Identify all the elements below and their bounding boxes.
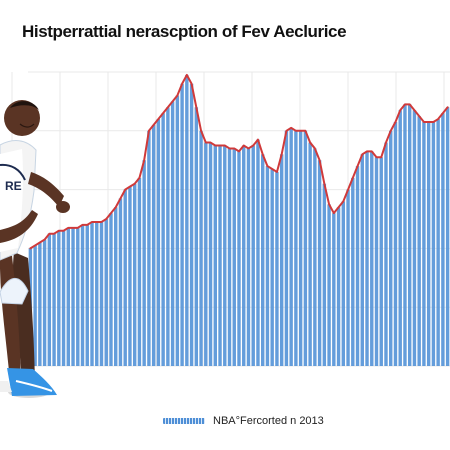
bar <box>95 221 99 366</box>
bar <box>265 166 270 366</box>
bar <box>189 83 194 366</box>
bar <box>99 221 104 366</box>
bar <box>213 145 217 366</box>
bar <box>393 121 398 366</box>
bar <box>332 213 336 366</box>
bar <box>398 110 402 366</box>
bar <box>370 151 374 366</box>
bar <box>237 151 241 366</box>
svg-text:RE: RE <box>5 179 22 193</box>
bar <box>194 107 199 366</box>
bar <box>85 224 89 366</box>
bar <box>417 116 421 366</box>
bar <box>109 213 113 366</box>
bar <box>118 198 123 366</box>
bar <box>38 242 42 366</box>
bar <box>204 142 208 366</box>
bar <box>341 201 346 366</box>
bar <box>218 145 222 366</box>
bar <box>232 148 236 366</box>
bar <box>142 160 146 366</box>
bar <box>180 83 184 366</box>
bar <box>80 224 85 366</box>
bar <box>66 227 71 366</box>
bar <box>426 121 431 366</box>
bar <box>422 121 426 366</box>
bar <box>298 130 303 366</box>
bar <box>365 151 369 366</box>
bar <box>199 130 203 366</box>
bar <box>132 183 137 366</box>
bar <box>294 130 298 366</box>
bar <box>223 145 227 366</box>
bar <box>270 169 274 366</box>
legend-swatch <box>163 418 205 424</box>
bar <box>436 119 440 366</box>
bar <box>389 130 393 366</box>
chart-legend: NBA°Fercorted n 2013 <box>163 413 324 429</box>
bar <box>445 107 450 366</box>
bar <box>313 148 317 366</box>
bar <box>336 207 341 366</box>
bar <box>351 177 355 366</box>
bar <box>90 221 94 366</box>
bar <box>61 230 66 366</box>
bar <box>166 107 170 366</box>
bar <box>403 104 407 366</box>
bar <box>407 104 412 366</box>
legend-label: NBA°Fercorted n 2013 <box>213 415 324 427</box>
chart-title: Histperrattial nerascption of Fev Aeclur… <box>22 22 347 41</box>
bar <box>208 142 213 366</box>
bar <box>317 160 322 366</box>
bar <box>128 186 132 366</box>
chart-bars <box>28 74 450 367</box>
bar <box>246 148 251 366</box>
bar <box>104 219 108 366</box>
bar <box>275 171 279 366</box>
bar <box>57 230 61 366</box>
bar <box>76 227 80 366</box>
bar <box>289 127 293 366</box>
bar <box>137 177 142 366</box>
bar <box>360 154 364 366</box>
bar <box>346 189 350 366</box>
bar <box>441 113 445 366</box>
bar <box>151 124 156 366</box>
bar <box>123 189 127 366</box>
bar <box>71 227 75 366</box>
bar <box>251 145 255 366</box>
series-line <box>29 73 449 250</box>
bar <box>227 148 232 366</box>
bar <box>33 245 37 366</box>
bar <box>327 204 331 366</box>
bar <box>261 154 265 366</box>
bar <box>279 154 284 366</box>
bar <box>284 130 289 366</box>
bar <box>47 233 52 366</box>
bar <box>374 157 379 366</box>
bar <box>431 121 436 366</box>
bar <box>147 130 151 366</box>
bar <box>242 145 246 366</box>
bar <box>156 119 161 366</box>
bar <box>256 139 260 366</box>
bar <box>379 157 383 366</box>
bar <box>161 113 165 366</box>
bar <box>308 142 312 366</box>
bar <box>355 166 360 366</box>
bar <box>175 95 180 367</box>
bar <box>303 130 308 366</box>
bar <box>322 183 327 366</box>
bar <box>114 207 118 366</box>
bar <box>42 239 47 366</box>
bar <box>52 233 56 366</box>
chart-line <box>29 73 449 250</box>
bar <box>170 101 175 367</box>
basketball-player-photo: RE <box>0 100 70 398</box>
bar <box>185 74 189 366</box>
bar <box>412 110 417 366</box>
bar <box>384 142 388 366</box>
